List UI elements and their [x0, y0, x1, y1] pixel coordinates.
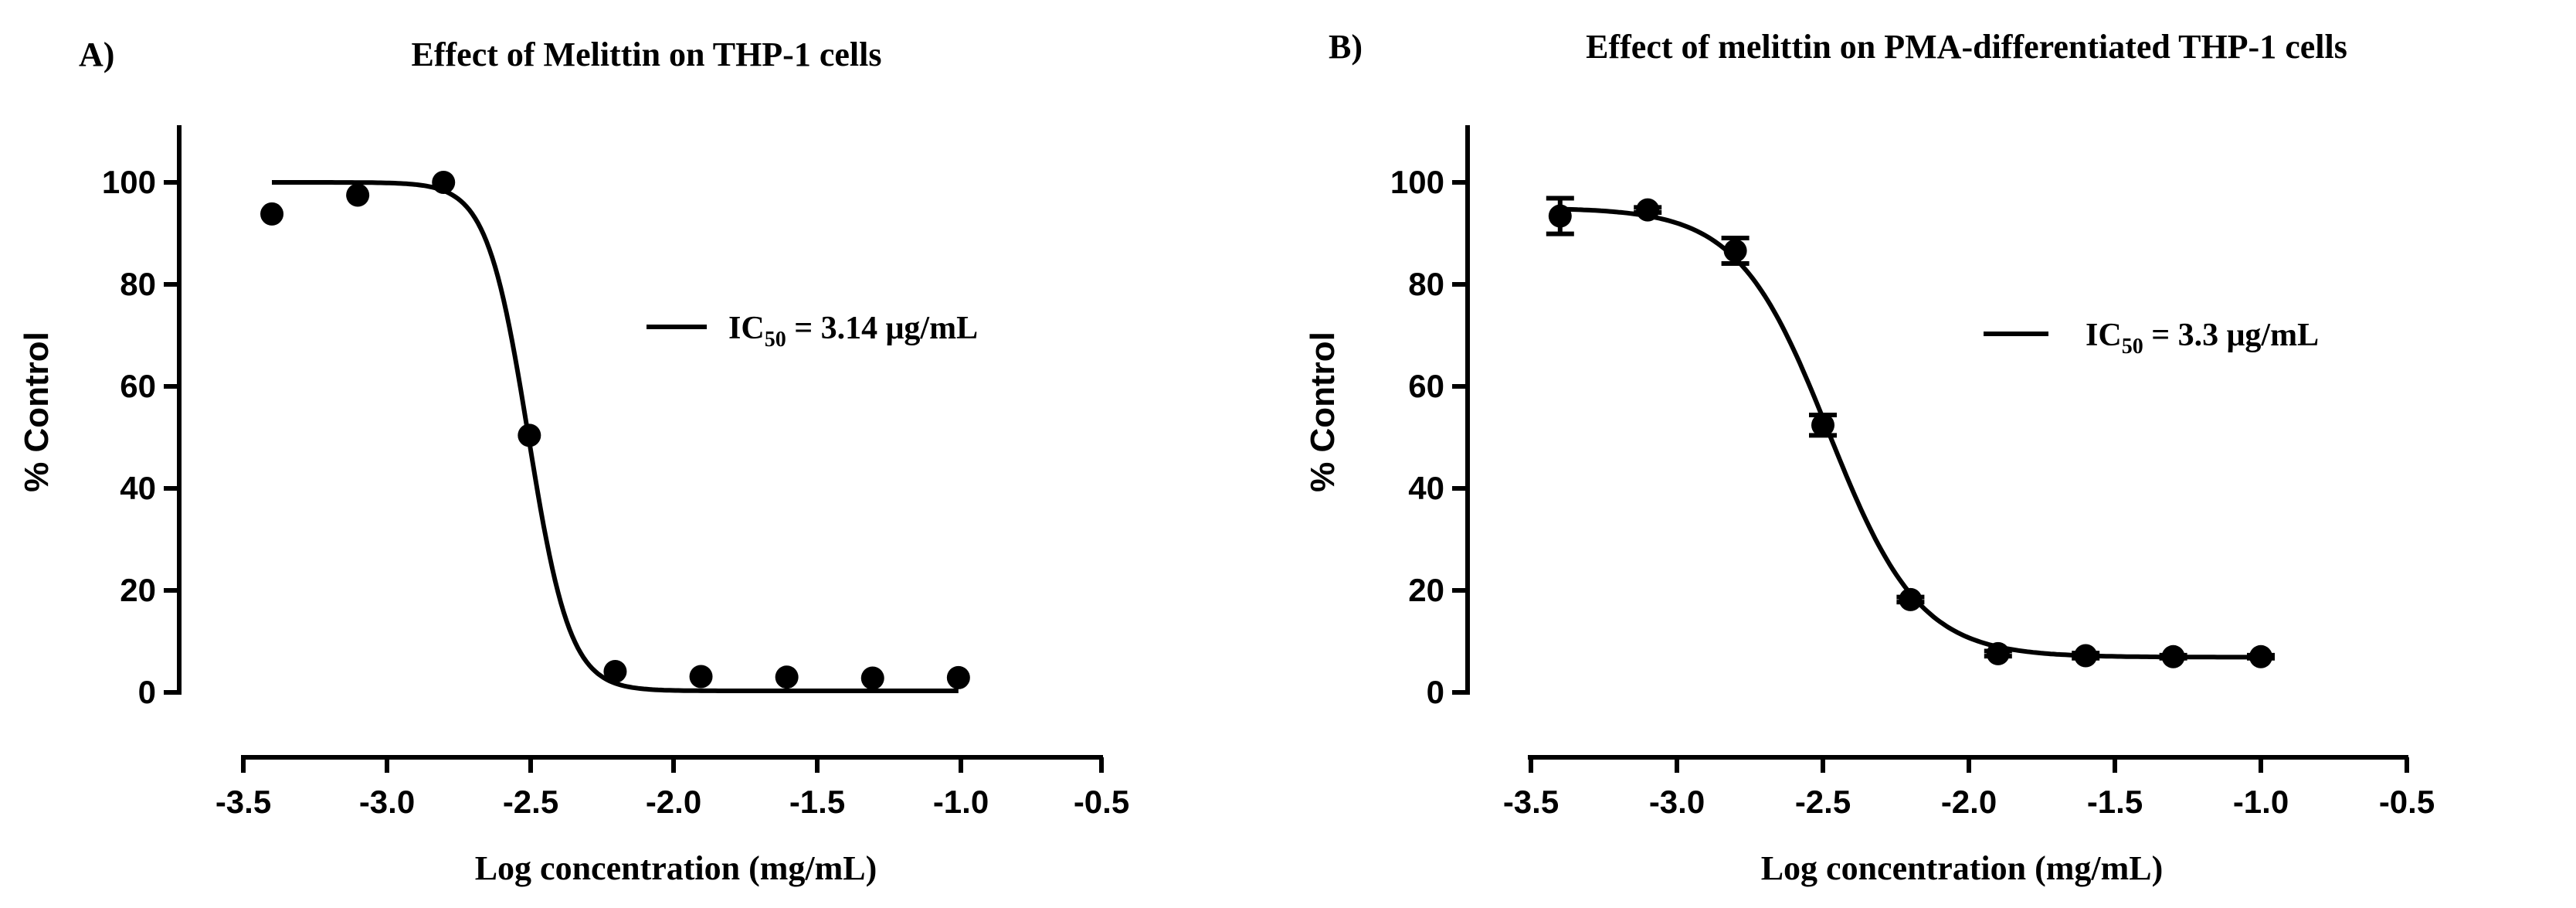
- panel-a-xtick-label: -1.5: [789, 784, 845, 820]
- panel-a-ytick-label: 100: [102, 164, 156, 200]
- panel-a-title: Effect of Melittin on THP-1 cells: [412, 36, 882, 73]
- panel-a-x-ticks: -3.5 -3.0 -2.5 -2.0 -1.5 -1.0 -0.5: [216, 757, 1129, 820]
- panel-b-xtick-label: -1.0: [2233, 784, 2289, 820]
- panel-b-legend-label: IC50 = 3.3 μg/mL: [2086, 318, 2319, 359]
- panel-b-xtick-label: -0.5: [2379, 784, 2435, 820]
- panel-b-data-point: [1723, 239, 1747, 263]
- panel-a-legend-label: IC50 = 3.14 μg/mL: [728, 311, 978, 352]
- panel-a-ytick-label: 20: [120, 572, 156, 608]
- panel-a-fit-curve: [272, 180, 959, 693]
- panel-a-y-axis-title: % Control: [18, 332, 56, 492]
- panel-a-ytick-label: 60: [120, 368, 156, 404]
- panel-a: A) Effect of Melittin on THP-1 cells % C…: [18, 36, 1129, 887]
- panel-b-legend: IC50 = 3.3 μg/mL: [1984, 318, 2319, 359]
- panel-a-data-point: [260, 202, 284, 226]
- panel-b-data-point: [1899, 587, 1923, 611]
- panel-a-legend: IC50 = 3.14 μg/mL: [647, 311, 978, 352]
- panel-b-xtick-label: -2.5: [1795, 784, 1851, 820]
- panel-b-data-point: [1548, 204, 1572, 228]
- panel-a-data-point: [518, 423, 541, 447]
- panel-a-label: A): [79, 36, 114, 73]
- panel-b-ytick-label: 100: [1390, 164, 1444, 200]
- panel-a-ytick-label: 80: [120, 266, 156, 302]
- panel-b-ytick-label: 20: [1408, 572, 1444, 608]
- panel-a-ytick-label: 40: [120, 470, 156, 506]
- panel-b-xtick-label: -2.0: [1941, 784, 1997, 820]
- panel-a-data-point: [860, 666, 884, 690]
- panel-a-data-point: [689, 665, 713, 689]
- panel-b-data-point: [1811, 413, 1834, 437]
- panel-b-y-axis-title: % Control: [1304, 332, 1342, 492]
- panel-b-xtick-label: -1.5: [2087, 784, 2143, 820]
- panel-b-title: Effect of melittin on PMA-differentiated…: [1586, 28, 2347, 66]
- panel-a-ytick-label: 0: [138, 674, 156, 710]
- panel-a-data-points: [260, 171, 970, 690]
- panel-b-y-ticks: 0 20 40 60 80 100: [1390, 164, 1468, 710]
- panel-b-ytick-label: 40: [1408, 470, 1444, 506]
- panel-b-data-points: [1546, 196, 2275, 668]
- panel-b-ytick-label: 60: [1408, 368, 1444, 404]
- panel-b-xtick-label: -3.0: [1649, 784, 1705, 820]
- panel-b-label: B): [1329, 28, 1363, 66]
- panel-a-y-ticks: 0 20 40 60 80 100: [102, 164, 179, 710]
- panel-b: B) Effect of melittin on PMA-differentia…: [1304, 28, 2435, 887]
- panel-b-data-point: [2074, 644, 2098, 668]
- panel-a-xtick-label: -0.5: [1074, 784, 1129, 820]
- panel-b-ytick-label: 0: [1427, 674, 1444, 710]
- panel-b-data-point: [1636, 198, 1660, 222]
- panel-b-xtick-label: -3.5: [1503, 784, 1559, 820]
- panel-a-data-point: [603, 659, 627, 683]
- panel-a-data-point: [432, 171, 456, 194]
- panel-b-x-ticks: -3.5 -3.0 -2.5 -2.0 -1.5 -1.0 -0.5: [1503, 757, 2435, 820]
- panel-b-data-point: [2161, 644, 2185, 668]
- panel-a-xtick-label: -2.0: [646, 784, 701, 820]
- panel-a-data-point: [946, 665, 970, 689]
- panel-b-data-point: [2249, 644, 2272, 668]
- panel-a-xtick-label: -3.5: [216, 784, 271, 820]
- panel-a-xtick-label: -3.0: [359, 784, 415, 820]
- panel-b-x-axis-title: Log concentration (mg/mL): [1761, 849, 2164, 887]
- panel-a-data-point: [775, 665, 799, 689]
- panel-a-data-point: [346, 183, 370, 207]
- panel-a-x-axis-title: Log concentration (mg/mL): [475, 849, 877, 887]
- panel-a-xtick-label: -1.0: [933, 784, 989, 820]
- panel-b-ytick-label: 80: [1408, 266, 1444, 302]
- panel-b-data-point: [1986, 641, 2010, 665]
- panel-a-xtick-label: -2.5: [503, 784, 558, 820]
